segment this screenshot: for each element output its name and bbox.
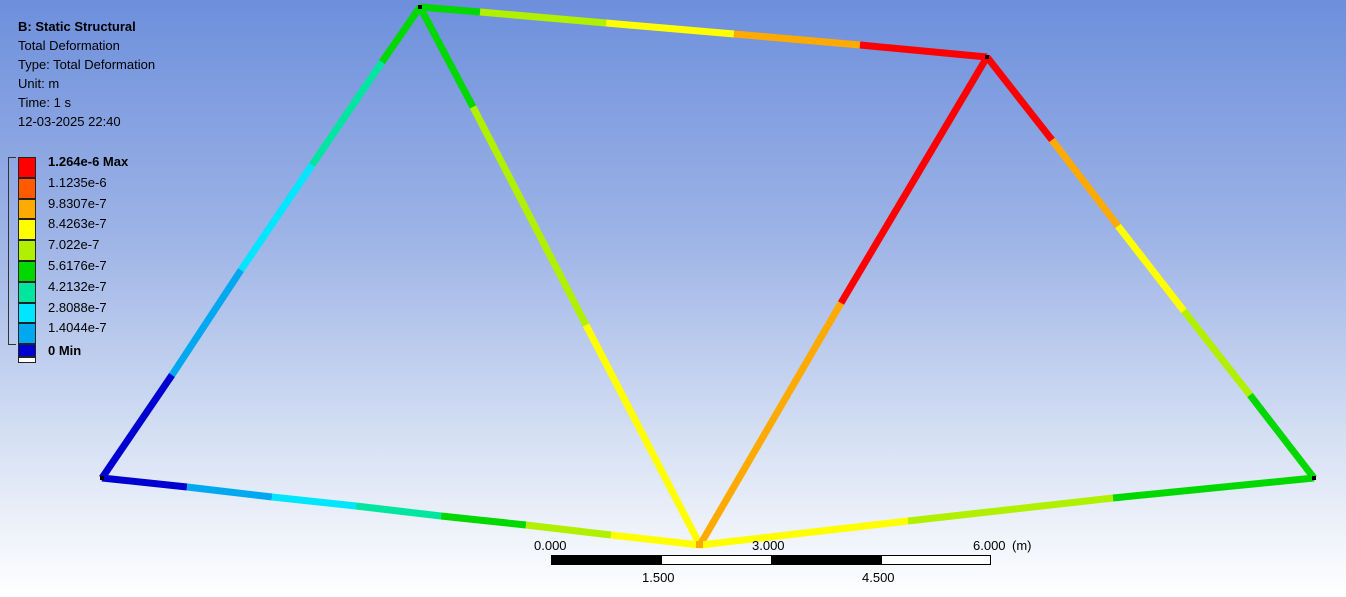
legend-label: 4.2132e-7: [48, 278, 107, 294]
analysis-title: B: Static Structural: [18, 19, 136, 34]
member-middle-left-diagonal[interactable]: [416, 5, 704, 547]
node-top-right[interactable]: [985, 55, 989, 59]
contour-legend[interactable]: 1.264e-6 Max 1.1235e-6 9.8307e-7 8.4263e-7 7…: [8, 152, 188, 364]
legend-label: 7.022e-7: [48, 237, 100, 253]
scale-bar: 0.000 3.000 6.000 (m) 1.500 4.500: [520, 536, 1060, 592]
legend-label: 1.264e-6 Max: [48, 154, 129, 169]
result-time: Time: 1 s: [18, 95, 71, 110]
legend-swatch[interactable]: [18, 157, 36, 178]
legend-swatch[interactable]: [18, 261, 36, 282]
result-unit: Unit: m: [18, 76, 60, 91]
legend-min-marker: [18, 357, 36, 364]
scale-label-1-5: 1.500: [642, 570, 675, 585]
scale-label-3: 3.000: [752, 538, 785, 553]
legend-label: 1.4044e-7: [48, 320, 107, 336]
node-bottom-right[interactable]: [1312, 476, 1316, 480]
result-type: Type: Total Deformation: [18, 57, 156, 72]
legend-swatch[interactable]: [18, 177, 36, 199]
legend-label: 8.4263e-7: [48, 216, 107, 232]
scale-label-4-5: 4.500: [862, 570, 895, 585]
legend-label: 9.8307e-7: [48, 195, 107, 211]
result-info-panel: B: Static Structural Total Deformation T…: [18, 17, 155, 131]
member-middle-right-diagonal[interactable]: [696, 55, 991, 547]
member-left-diagonal[interactable]: [99, 5, 423, 480]
legend-swatch[interactable]: [18, 240, 36, 261]
scale-segment-4: [881, 555, 991, 565]
member-top-chord[interactable]: [419, 3, 988, 61]
result-name: Total Deformation: [18, 38, 120, 53]
member-right-diagonal[interactable]: [984, 54, 1317, 481]
legend-label: 2.8088e-7: [48, 299, 107, 315]
legend-label: 0 Min: [48, 343, 82, 359]
legend-swatch[interactable]: [18, 302, 36, 324]
member-bottom-right-chord[interactable]: [699, 474, 1315, 549]
node-top-left[interactable]: [418, 5, 422, 9]
legend-label: 1.1235e-6: [48, 174, 107, 190]
scale-unit: (m): [1012, 538, 1032, 553]
node-bottom-middle[interactable]: [696, 541, 703, 548]
legend-swatch[interactable]: [18, 219, 36, 241]
result-timestamp: 12-03-2025 22:40: [18, 114, 121, 129]
scale-segment-3: [771, 555, 882, 565]
scale-label-6: 6.000: [973, 538, 1006, 553]
scale-label-0: 0.000: [534, 538, 567, 553]
legend-bracket: [8, 157, 16, 345]
legend-swatch[interactable]: [18, 323, 36, 345]
node-bottom-left[interactable]: [100, 476, 104, 480]
member-bottom-left-chord[interactable]: [101, 474, 701, 549]
scale-segment-1: [551, 555, 662, 565]
legend-label: 5.6176e-7: [48, 258, 107, 273]
legend-swatch[interactable]: [18, 281, 36, 303]
scale-segment-2: [661, 555, 772, 565]
legend-swatch[interactable]: [18, 344, 36, 358]
legend-swatch[interactable]: [18, 198, 36, 220]
